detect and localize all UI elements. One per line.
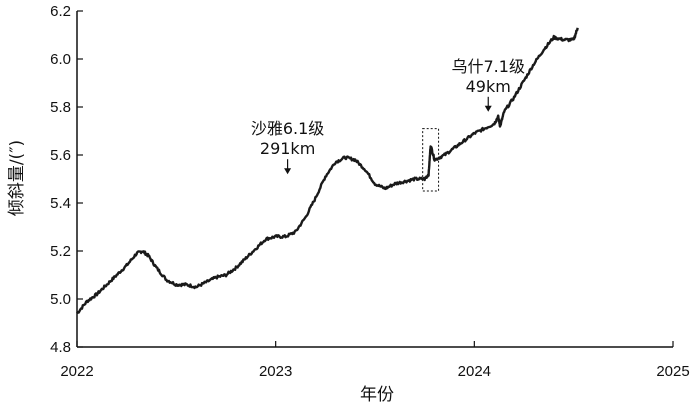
- highlight-box-layer: [422, 128, 440, 192]
- y-tick-label: 4.8: [50, 339, 71, 356]
- y-tick-label: 5.8: [50, 99, 71, 116]
- annotation-arrow-head: [284, 168, 292, 175]
- y-tick-label: 6.2: [50, 3, 71, 20]
- y-tick-label: 5.2: [50, 243, 71, 260]
- y-axis-title: 倾斜量/(″): [7, 140, 27, 216]
- annotation-distance: 291km: [260, 139, 315, 158]
- annotation-arrow-head: [484, 105, 492, 112]
- x-tick-label: 2023: [259, 363, 292, 380]
- series-layer: [76, 27, 579, 315]
- x-tick-label: 2024: [458, 363, 491, 380]
- x-axis-title: 年份: [360, 385, 394, 405]
- y-tick-label: 5.6: [50, 147, 71, 164]
- y-tick-label: 6.0: [50, 51, 71, 68]
- x-tick-label: 2022: [60, 363, 93, 380]
- annotation-label: 乌什7.1级: [452, 57, 525, 76]
- highlight-box: [422, 128, 440, 192]
- tilt-series-line: [76, 27, 579, 315]
- y-tick-label: 5.0: [50, 291, 71, 308]
- axes: 4.8 5.0 5.2 5.4 5.6 5.8 6.0 6.2 2022 2023 2024 2025: [50, 3, 690, 380]
- annotation-distance: 49km: [466, 77, 511, 96]
- x-tick-label: 2025: [656, 363, 689, 380]
- y-tick-label: 5.4: [50, 195, 71, 212]
- annotation-label: 沙雅6.1级: [251, 119, 324, 138]
